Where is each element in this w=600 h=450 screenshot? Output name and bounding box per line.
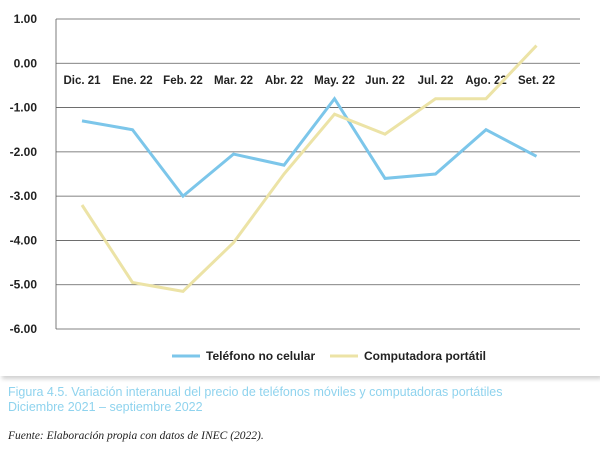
caption-line-2: Diciembre 2021 – septiembre 2022: [8, 400, 203, 414]
legend-label: Teléfono no celular: [206, 349, 315, 363]
series-line-2: [80, 44, 538, 293]
y-tick-label: -6.00: [10, 322, 38, 336]
x-tick-label: Jun. 22: [365, 75, 405, 87]
figure-caption: Figura 4.5. Variación interanual del pre…: [8, 385, 502, 415]
x-tick-label: Mar. 22: [214, 75, 253, 87]
line-chart: 1.00 0.00 -1.00 -2.00 -3.00 -4.00 -5.00 -6.00 Di…: [10, 12, 580, 363]
y-tick-label: 1.00: [14, 12, 38, 26]
y-tick-label: -5.00: [10, 278, 38, 292]
x-tick-label: May. 22: [314, 75, 355, 87]
x-tick-label: Abr. 22: [265, 75, 303, 87]
legend-label: Computadora portátil: [364, 349, 486, 363]
x-tick-label: Jul. 22: [418, 75, 454, 87]
x-tick-label: Ago. 22: [465, 75, 507, 87]
y-tick-label: -3.00: [10, 189, 38, 203]
y-tick-label: -1.00: [10, 101, 38, 115]
y-tick-label: -4.00: [10, 233, 38, 247]
x-tick-label: Dic. 21: [63, 75, 101, 87]
y-tick-label: -2.00: [10, 145, 38, 159]
x-tick-label: Feb. 22: [163, 75, 203, 87]
x-tick-label: Set. 22: [518, 75, 555, 87]
source-note: Fuente: Elaboración propia con datos de …: [8, 430, 264, 442]
x-tick-label: Ene. 22: [112, 75, 152, 87]
caption-line-1: Figura 4.5. Variación interanual del pre…: [8, 385, 503, 399]
y-tick-label: 0.00: [14, 56, 38, 70]
chart-container: 1.00 0.00 -1.00 -2.00 -3.00 -4.00 -5.00 -6.00 Di…: [9, 12, 580, 363]
series-line-1: [81, 96, 538, 199]
